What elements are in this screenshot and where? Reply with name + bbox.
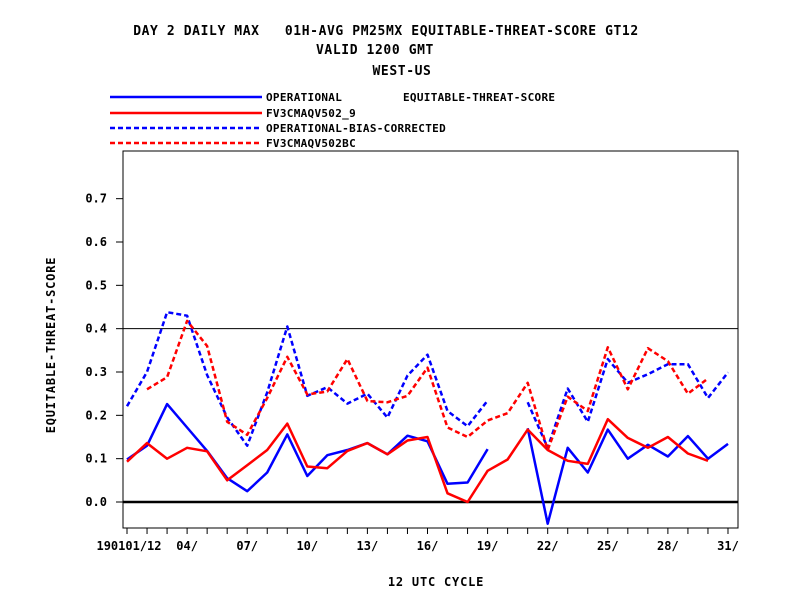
series-line-operational-bias-corrected — [125, 310, 489, 447]
x-tick-label: 16/ — [417, 539, 439, 553]
legend-label-fv3cmaqv502bc: FV3CMAQV502BC — [266, 137, 356, 150]
series-line-fv3cmaqv502bc — [146, 319, 709, 452]
y-tick-label: 0.3 — [85, 365, 107, 379]
legend-label-operational: OPERATIONAL — [266, 91, 342, 104]
x-tick-label: 22/ — [537, 539, 559, 553]
x-tick-label: 31/ — [717, 539, 739, 553]
legend-label-operational-bias-corrected: OPERATIONAL-BIAS-CORRECTED — [266, 122, 446, 135]
chart-title-line-2: VALID 1200 GMT — [316, 43, 434, 58]
legend-caption: EQUITABLE-THREAT-SCORE — [403, 91, 555, 104]
y-tick-label: 0.5 — [85, 278, 107, 292]
y-tick-label: 0.0 — [85, 495, 107, 509]
x-tick-label: 25/ — [597, 539, 619, 553]
plot-frame — [122, 150, 739, 529]
y-axis-label: EQUITABLE-THREAT-SCORE — [44, 257, 58, 434]
x-tick-label: 10/ — [296, 539, 318, 553]
x-tick-label: 28/ — [657, 539, 679, 553]
y-tick-label: 0.7 — [85, 192, 107, 206]
x-tick-label: 13/ — [357, 539, 379, 553]
x-tick-label: 07/ — [236, 539, 258, 553]
series-line-operational — [126, 402, 489, 493]
series-fv3cmaqv502-9 — [126, 417, 709, 504]
chart-title-line-3: WEST-US — [373, 64, 432, 79]
x-tick-label: 04/ — [176, 539, 198, 553]
y-tick-label: 0.1 — [85, 452, 107, 466]
y-tick-label: 0.2 — [85, 408, 107, 422]
series-operational — [126, 402, 729, 525]
chart-title-line-1: DAY 2 DAILY MAX 01H-AVG PM25MX EQUITABLE… — [133, 24, 639, 39]
x-axis-label: 12 UTC CYCLE — [388, 575, 484, 589]
series-line-fv3cmaqv502-9 — [126, 417, 709, 504]
legend-label-fv3cmaqv502-9: FV3CMAQV502_9 — [266, 107, 356, 120]
series-operational-bias-corrected — [125, 310, 729, 450]
y-tick-label: 0.6 — [85, 235, 107, 249]
series-fv3cmaqv502bc — [146, 319, 709, 452]
legend: OPERATIONAL EQUITABLE-THREAT-SCORE FV3CM… — [110, 91, 555, 150]
x-tick-label: 19/ — [477, 539, 499, 553]
x-tick-label: 190101/12 — [96, 539, 161, 553]
y-tick-label: 0.4 — [85, 322, 107, 336]
series-line-operational-bias-corrected — [526, 357, 729, 450]
series-line-operational — [526, 428, 729, 525]
